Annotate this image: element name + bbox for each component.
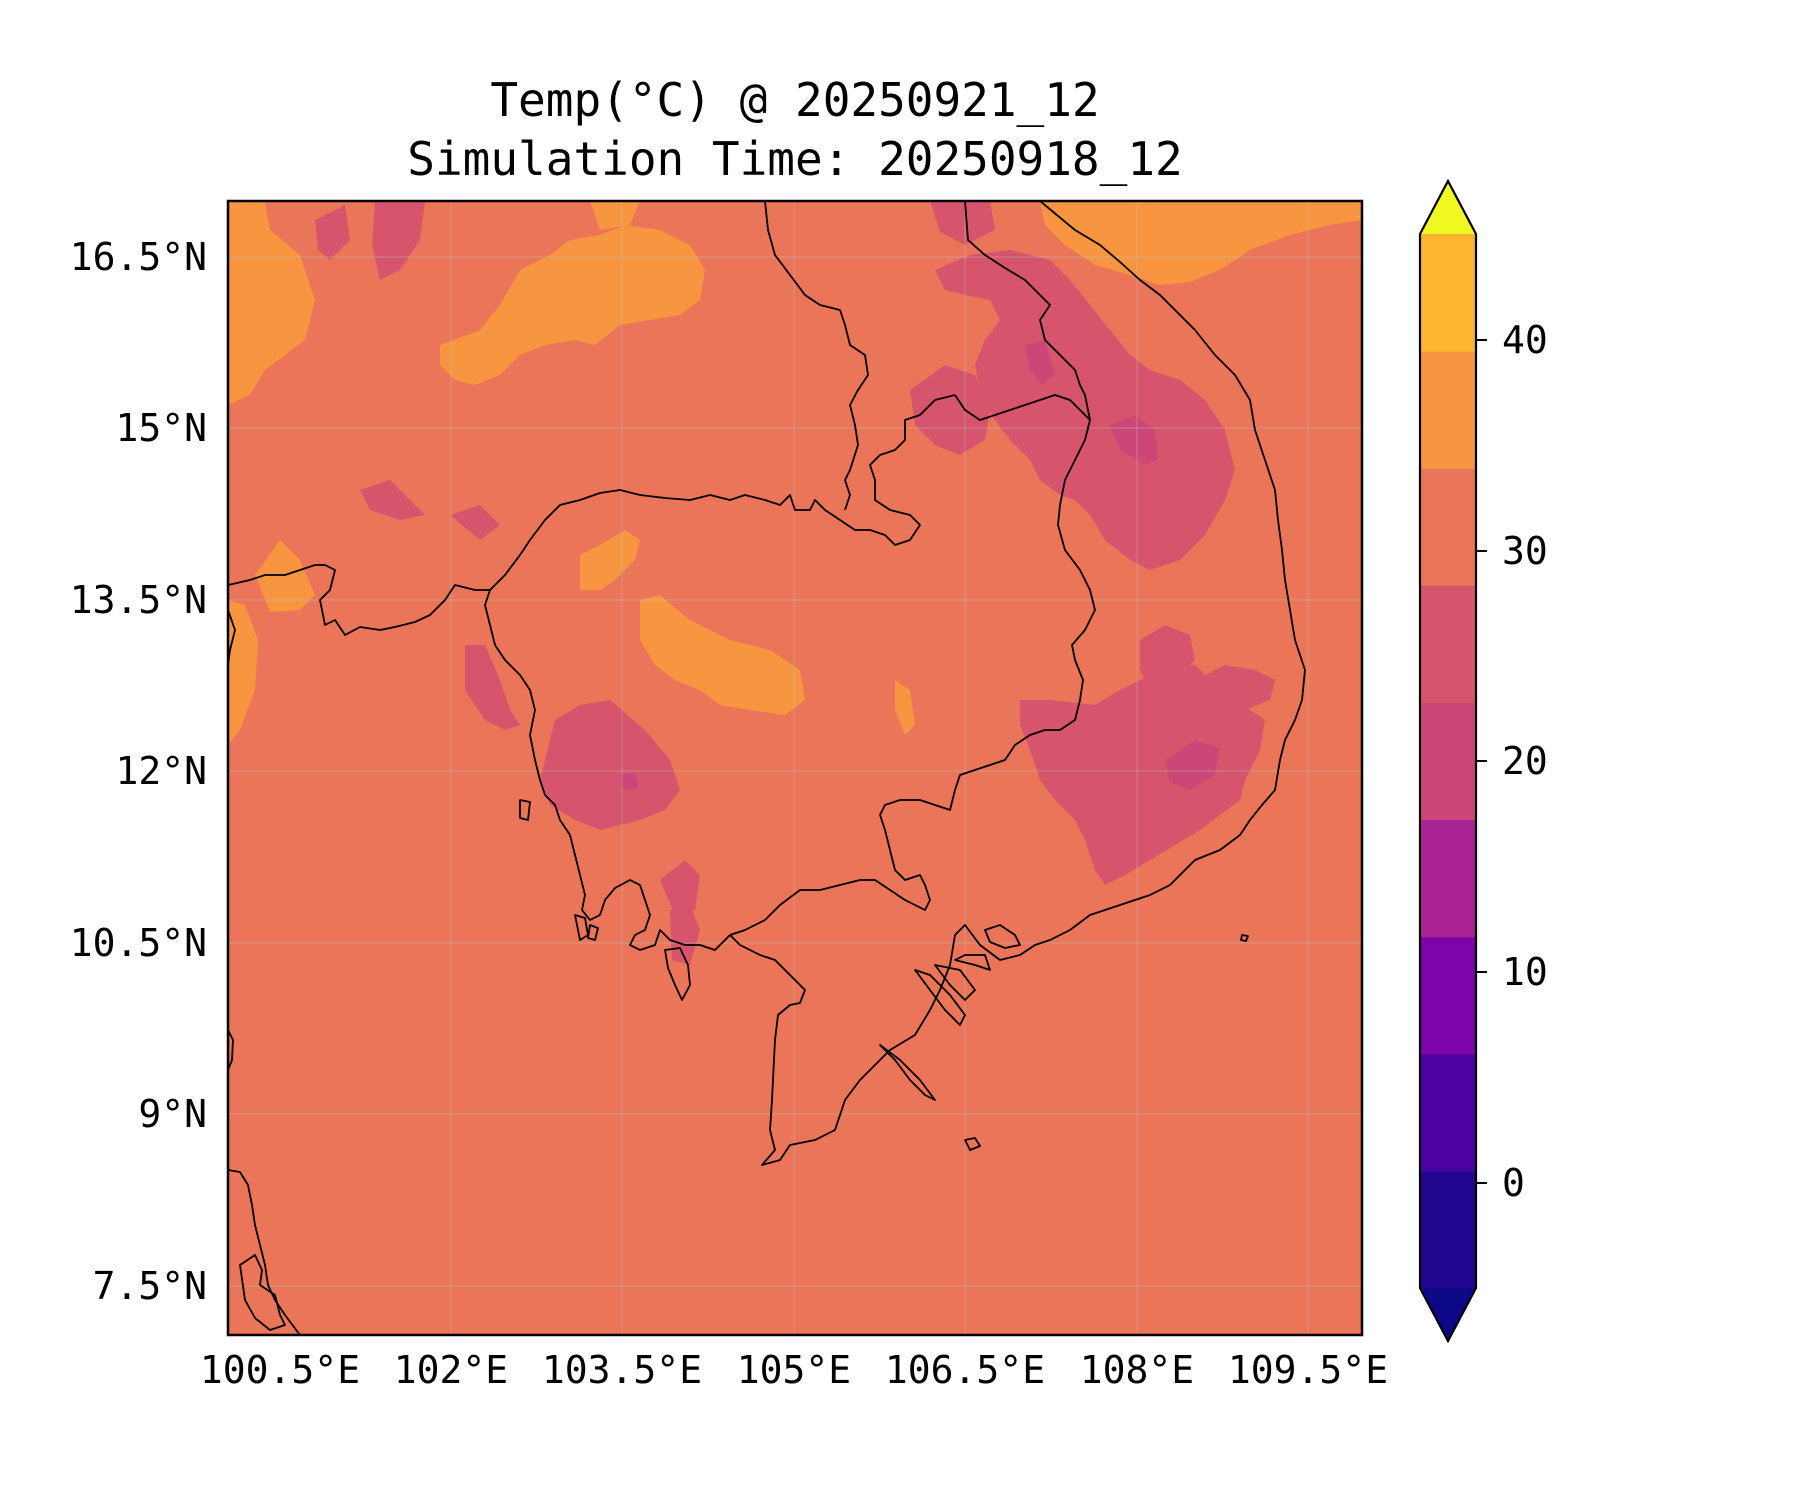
- lat-tick-label: 7.5°N: [93, 1264, 207, 1308]
- lat-tick-label: 9°N: [138, 1092, 207, 1136]
- delta-channel: [934, 964, 976, 1001]
- colorbar-band: [1420, 1053, 1476, 1172]
- colorbar-band: [1420, 936, 1476, 1055]
- warm-regions: [228, 201, 1362, 745]
- cool-region: [660, 860, 700, 915]
- lon-tick-label: 103.5°E: [542, 1348, 702, 1392]
- lon-tick-label: 108°E: [1080, 1348, 1194, 1392]
- lat-tick-label: 15°N: [115, 406, 207, 450]
- cool-region: [910, 365, 990, 455]
- warm-region: [640, 595, 805, 715]
- lon-tick-label: 109.5°E: [1228, 1348, 1388, 1392]
- cool-region: [372, 201, 425, 280]
- laos-cambodia-border: [489, 394, 956, 591]
- lon-tick-labels: 100.5°E 102°E 103.5°E 105°E 106.5°E 108°…: [200, 1348, 1388, 1392]
- mekong-border: [764, 201, 869, 511]
- cool-region: [670, 905, 700, 965]
- colorbar-band: [1420, 468, 1476, 586]
- cold-region: [1165, 740, 1220, 790]
- cambodia-vietnam-border: [729, 394, 1096, 936]
- colorbar-band: [1420, 351, 1476, 469]
- colorbar-tick-label: 0: [1502, 1161, 1525, 1205]
- island: [519, 799, 531, 821]
- island: [1240, 934, 1249, 942]
- delta-channel: [879, 1044, 936, 1101]
- warm-region: [580, 530, 640, 590]
- cold-region: [1110, 415, 1158, 465]
- lat-tick-labels: 16.5°N 15°N 13.5°N 12°N 10.5°N 9°N 7.5°N: [70, 235, 207, 1308]
- lon-tick-label: 100.5°E: [200, 1348, 360, 1392]
- cool-region: [315, 205, 350, 260]
- lon-tick-label: 105°E: [737, 1348, 851, 1392]
- gridlines: [228, 201, 1362, 1335]
- island: [964, 1137, 981, 1151]
- lon-tick-label: 106.5°E: [885, 1348, 1045, 1392]
- cold-region: [1025, 340, 1055, 385]
- colorbar-band: [1420, 585, 1476, 704]
- colorbar-bands: [1420, 181, 1476, 1341]
- cool-region: [935, 250, 1235, 570]
- island: [664, 947, 691, 1001]
- lon-tick-label: 102°E: [394, 1348, 508, 1392]
- lat-tick-label: 13.5°N: [70, 578, 207, 622]
- map-panel: [228, 201, 1362, 1335]
- vietnam-coastline: [729, 201, 1306, 1166]
- island: [587, 924, 599, 941]
- malay-coast: [228, 1029, 234, 1071]
- warm-region: [228, 201, 315, 405]
- colorbar-tick-label: 20: [1502, 739, 1548, 783]
- colorbar-ticks: [1476, 339, 1487, 1184]
- delta-channel: [914, 969, 966, 1026]
- delta-channel: [954, 954, 991, 971]
- colorbar-tick-label: 30: [1502, 529, 1548, 573]
- colorbar: 40 30 20 10 0: [1418, 178, 1548, 1344]
- cool-region: [1140, 625, 1195, 690]
- lat-tick-label: 12°N: [115, 749, 207, 793]
- thailand-gulf-coast: [228, 564, 490, 636]
- colorbar-band: [1420, 1170, 1476, 1289]
- cool-region: [540, 700, 680, 830]
- warm-region: [255, 540, 315, 612]
- warm-region: [440, 225, 705, 385]
- colorbar-tick-label: 10: [1502, 950, 1548, 994]
- colorbar-band: [1420, 702, 1476, 821]
- colorbar-band: [1420, 819, 1476, 938]
- cool-region: [1020, 665, 1265, 885]
- coastlines-borders: [228, 201, 1306, 1335]
- map-frame: [226, 199, 1364, 1337]
- colorbar-extend-low: [1420, 1288, 1476, 1341]
- warm-region: [590, 201, 640, 230]
- thailand-cambodia-border: [484, 589, 731, 951]
- colorbar-extend-high: [1420, 181, 1476, 234]
- map-title-line1: Temp(°C) @ 20250921_12: [490, 73, 1100, 127]
- laos-vietnam-border: [964, 201, 1091, 421]
- cool-region: [1195, 665, 1275, 710]
- lat-tick-label: 16.5°N: [70, 235, 207, 279]
- cool-region: [465, 645, 520, 730]
- cold-region: [620, 772, 638, 790]
- warm-region: [895, 680, 915, 735]
- map-title-line2: Simulation Time: 20250918_12: [407, 132, 1183, 186]
- colorbar-band: [1420, 234, 1476, 352]
- cool-region: [450, 505, 500, 540]
- colorbar-tick-label: 40: [1502, 318, 1548, 362]
- delta-channel: [984, 924, 1021, 949]
- cool-regions: [315, 201, 1275, 965]
- warm-region: [228, 600, 258, 745]
- cool-region: [930, 201, 995, 245]
- lat-tick-label: 10.5°N: [70, 921, 207, 965]
- warm-region: [1040, 201, 1362, 285]
- colorbar-outline: [1418, 178, 1478, 1344]
- cold-regions: [620, 340, 1220, 790]
- island: [239, 1254, 286, 1331]
- cool-region: [360, 480, 425, 520]
